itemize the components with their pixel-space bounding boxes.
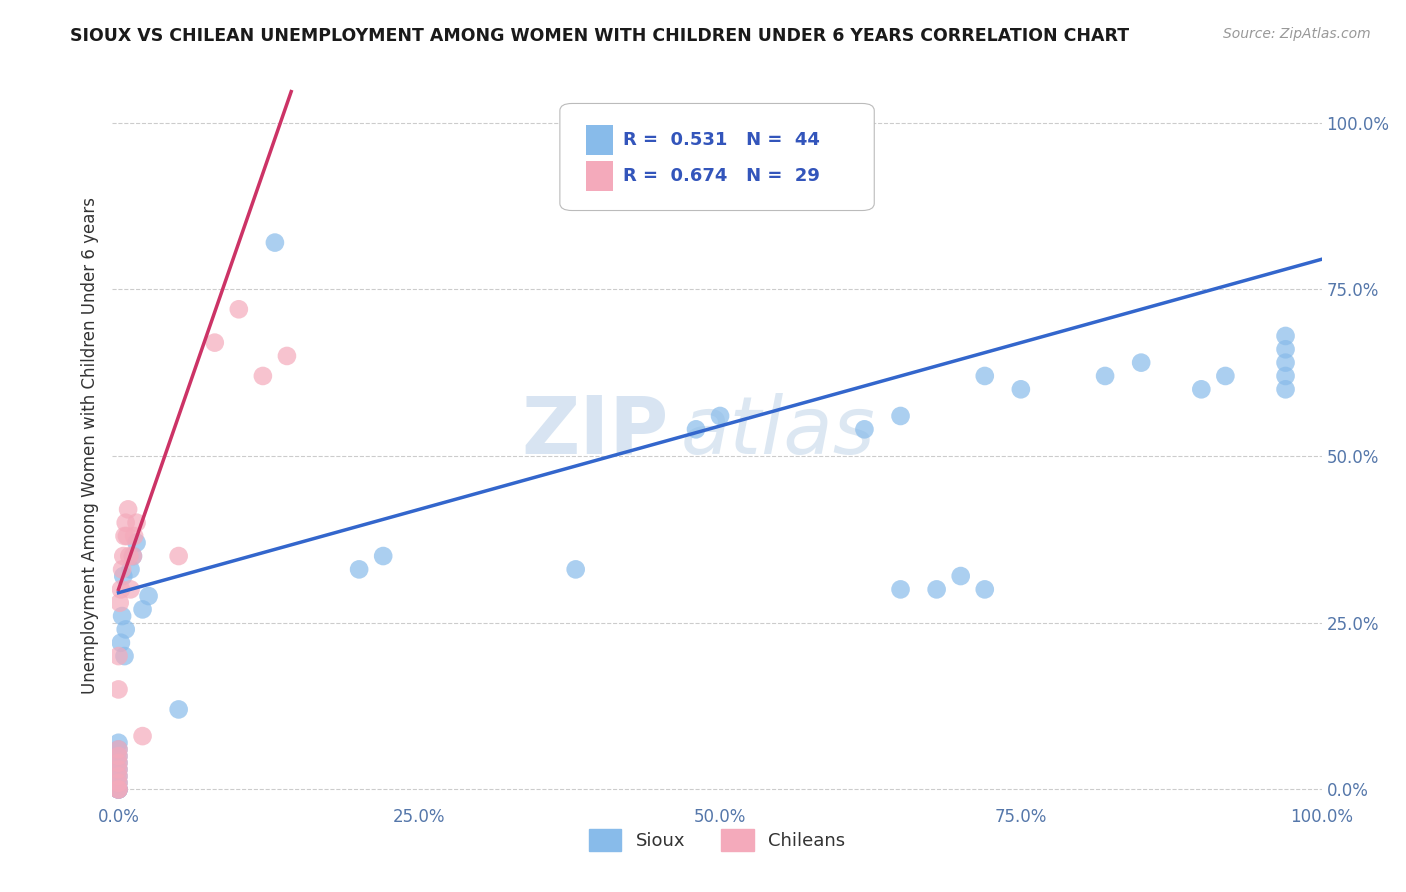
Point: [107, 742, 129, 756]
Point: [114, 649, 136, 664]
Point: [112, 549, 135, 563]
Point: [373, 549, 395, 563]
Point: [110, 636, 132, 650]
Point: [107, 756, 129, 770]
Point: [107, 763, 129, 777]
Point: [1274, 356, 1296, 370]
Point: [107, 649, 129, 664]
Point: [108, 596, 131, 610]
Legend: Sioux, Chileans: Sioux, Chileans: [582, 822, 852, 858]
Point: [1010, 382, 1032, 396]
Text: atlas: atlas: [681, 392, 876, 471]
Point: [120, 582, 142, 597]
Point: [131, 602, 153, 616]
FancyBboxPatch shape: [586, 161, 613, 191]
Point: [117, 502, 139, 516]
Point: [167, 549, 190, 563]
Point: [107, 682, 129, 697]
Point: [138, 589, 160, 603]
Point: [107, 782, 129, 797]
Point: [111, 609, 134, 624]
Point: [1274, 368, 1296, 383]
Point: [112, 569, 135, 583]
FancyBboxPatch shape: [560, 103, 875, 211]
Point: [264, 235, 287, 250]
Point: [107, 749, 129, 764]
Point: [107, 756, 129, 770]
Point: [1130, 356, 1153, 370]
Point: [347, 562, 370, 576]
Point: [115, 529, 138, 543]
Point: [228, 302, 250, 317]
Point: [276, 349, 298, 363]
Point: [853, 422, 876, 436]
FancyBboxPatch shape: [586, 125, 613, 155]
Point: [1094, 368, 1116, 383]
Point: [111, 562, 134, 576]
Point: [114, 623, 136, 637]
Text: SIOUX VS CHILEAN UNEMPLOYMENT AMONG WOMEN WITH CHILDREN UNDER 6 YEARS CORRELATIO: SIOUX VS CHILEAN UNEMPLOYMENT AMONG WOME…: [70, 27, 1129, 45]
Y-axis label: Unemployment Among Women with Children Under 6 years: Unemployment Among Women with Children U…: [80, 197, 98, 695]
Point: [122, 529, 145, 543]
Point: [973, 368, 995, 383]
Point: [107, 782, 129, 797]
Point: [125, 516, 148, 530]
Point: [107, 782, 129, 797]
Point: [252, 368, 274, 383]
Text: ZIP: ZIP: [522, 392, 669, 471]
Point: [120, 562, 142, 576]
Point: [889, 409, 911, 423]
Point: [1274, 343, 1296, 357]
Point: [204, 335, 226, 350]
Point: [107, 742, 129, 756]
Point: [1215, 368, 1237, 383]
Point: [167, 702, 190, 716]
Point: [110, 582, 132, 597]
Point: [122, 549, 145, 563]
Point: [131, 729, 153, 743]
Point: [107, 776, 129, 790]
Point: [685, 422, 707, 436]
Point: [125, 535, 148, 549]
Point: [564, 562, 586, 576]
Text: R =  0.674   N =  29: R = 0.674 N = 29: [623, 167, 820, 185]
Text: R =  0.531   N =  44: R = 0.531 N = 44: [623, 131, 820, 149]
Point: [114, 529, 136, 543]
Point: [107, 769, 129, 783]
Point: [118, 549, 141, 563]
Point: [107, 782, 129, 797]
Point: [107, 782, 129, 797]
Point: [949, 569, 972, 583]
Point: [1274, 329, 1296, 343]
Point: [1189, 382, 1212, 396]
Point: [107, 776, 129, 790]
Point: [107, 736, 129, 750]
Point: [107, 763, 129, 777]
Point: [709, 409, 731, 423]
Text: Source: ZipAtlas.com: Source: ZipAtlas.com: [1223, 27, 1371, 41]
Point: [122, 549, 145, 563]
Point: [889, 582, 911, 597]
Point: [973, 582, 995, 597]
Point: [925, 582, 948, 597]
Point: [114, 516, 136, 530]
Point: [107, 749, 129, 764]
Point: [107, 769, 129, 783]
Point: [1274, 382, 1296, 396]
